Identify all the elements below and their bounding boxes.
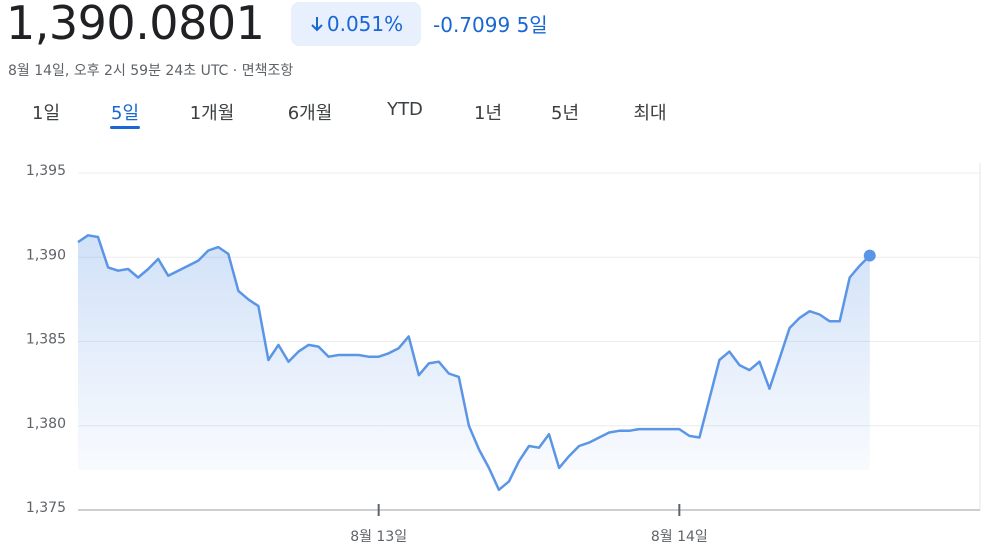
range-tab[interactable]: 1년: [473, 103, 503, 124]
chart: 1,375 1,380 1,385 1,390 1,395 8월 13일 8월 14일: [26, 163, 981, 545]
change-percent-badge: 0.051%: [291, 2, 421, 46]
down-arrow-icon: [311, 17, 323, 32]
price: 1,390.0801: [6, 0, 265, 50]
y-tick-label: 1,375: [26, 500, 66, 516]
separator: ·: [232, 63, 238, 79]
x-tick-label: 8월 14일: [651, 529, 708, 545]
last-point-marker: [863, 249, 876, 262]
range-tab[interactable]: 6개월: [287, 103, 333, 124]
change-value: -0.7099: [433, 13, 511, 37]
range-tab[interactable]: YTD: [387, 99, 423, 120]
change: -0.7099 5일: [433, 9, 548, 38]
y-tick-label: 1,385: [26, 332, 66, 348]
timestamp: 8월 14일, 오후 2시 59분 24초 UTC: [8, 63, 229, 79]
y-tick-label: 1,390: [26, 247, 66, 263]
range-tab[interactable]: 5년: [550, 103, 580, 124]
disclaimer-link[interactable]: 면책조항: [241, 63, 294, 79]
price-line: [77, 234, 871, 492]
y-tick-label: 1,395: [26, 163, 66, 179]
subtitle: 8월 14일, 오후 2시 59분 24초 UTC · 면책조항: [8, 60, 293, 80]
area-fill: [78, 235, 870, 490]
y-tick-label: 1,380: [26, 416, 66, 432]
range-tab[interactable]: 1개월: [189, 103, 235, 124]
range-tab[interactable]: 최대: [633, 103, 667, 124]
change-percent: 0.051%: [326, 12, 404, 36]
selected-tab-underline: [110, 126, 140, 129]
range-tab[interactable]: 1일: [31, 103, 61, 124]
x-tick-label: 8월 13일: [350, 529, 407, 545]
change-period: 5일: [516, 13, 548, 37]
range-tab[interactable]: 5일: [110, 103, 140, 124]
